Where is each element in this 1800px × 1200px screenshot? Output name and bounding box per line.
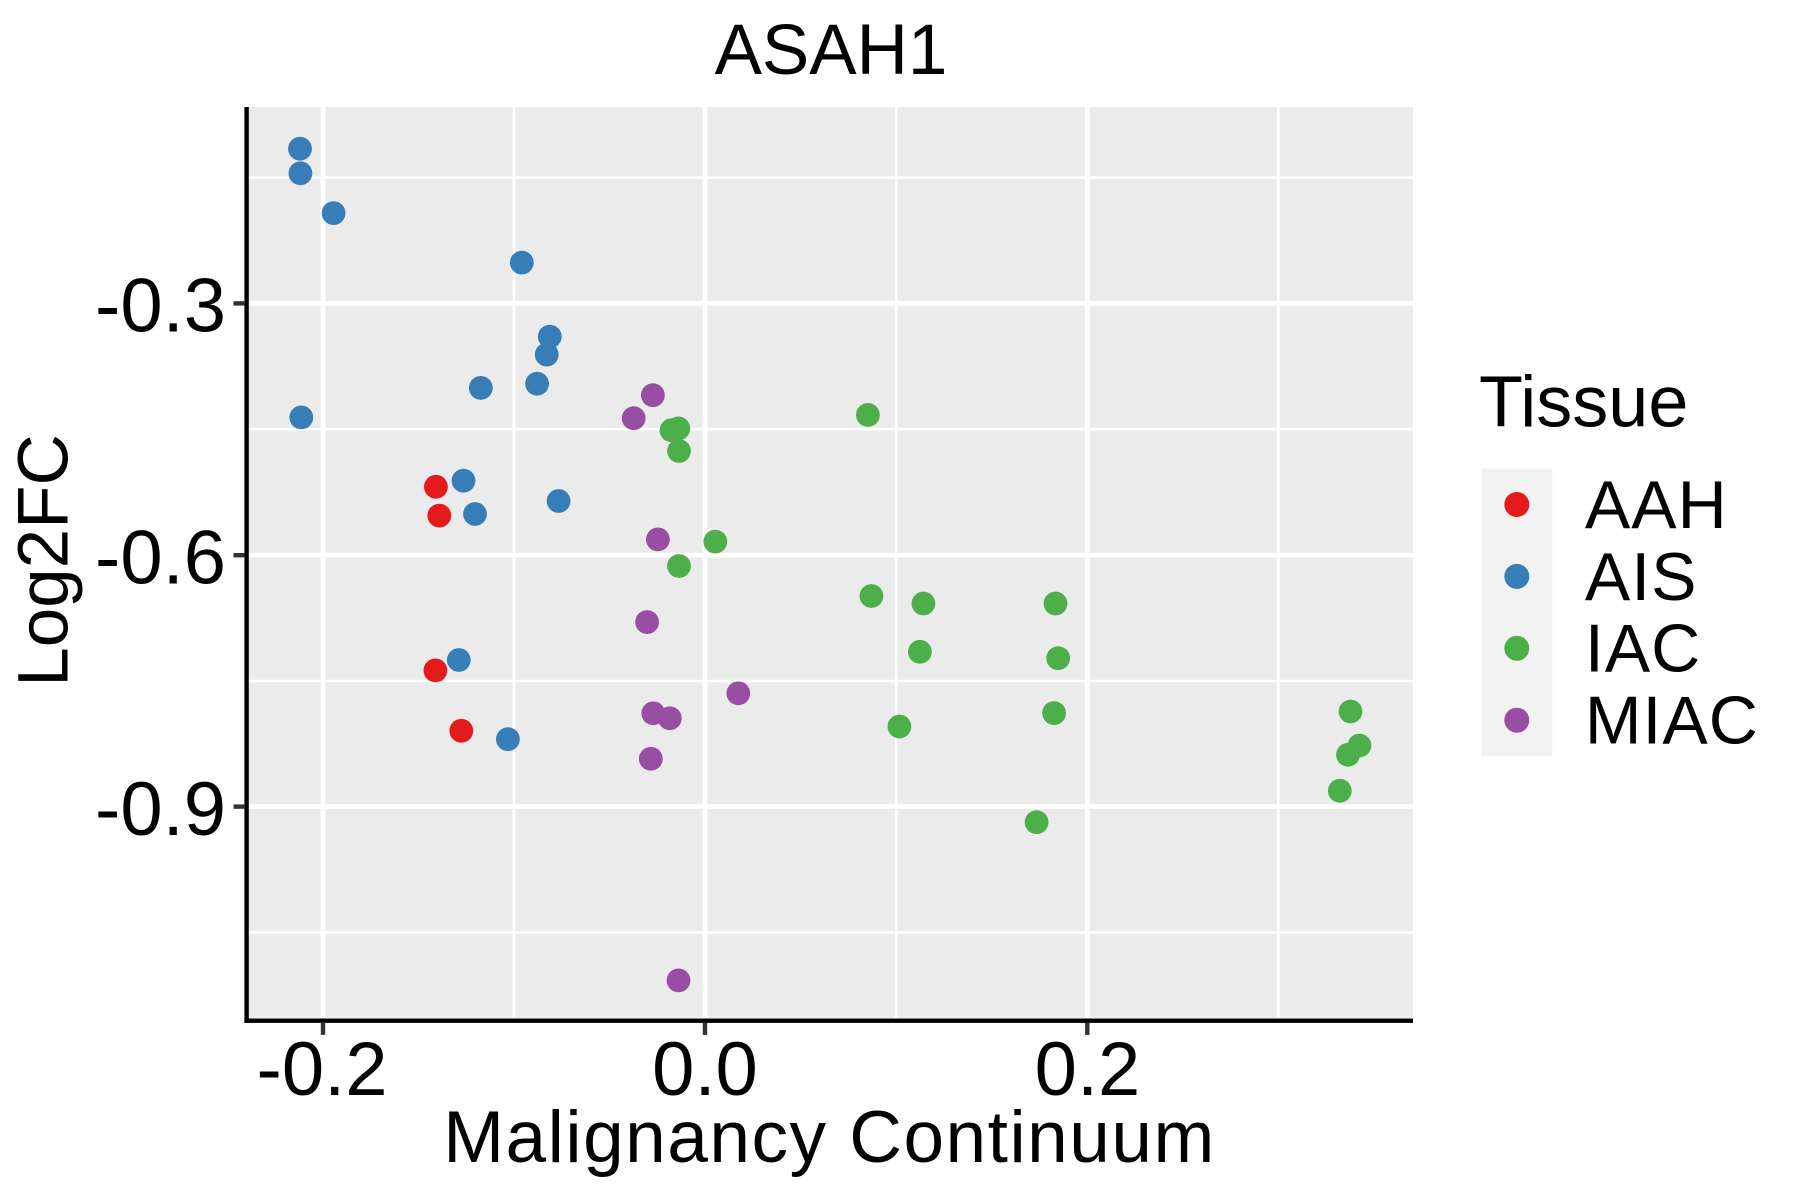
svg-text:MIAC: MIAC xyxy=(1585,683,1759,759)
svg-text:ASAH1: ASAH1 xyxy=(715,11,948,90)
svg-text:0.0: 0.0 xyxy=(652,1027,758,1112)
svg-text:-0.9: -0.9 xyxy=(95,767,226,852)
svg-text:Malignancy Continuum: Malignancy Continuum xyxy=(443,1097,1216,1178)
svg-text:-0.2: -0.2 xyxy=(257,1027,388,1112)
svg-text:0.2: 0.2 xyxy=(1035,1027,1141,1112)
svg-text:-0.6: -0.6 xyxy=(95,516,226,601)
svg-text:AAH: AAH xyxy=(1585,467,1728,543)
svg-text:Tissue: Tissue xyxy=(1479,363,1688,443)
svg-text:AIS: AIS xyxy=(1585,539,1698,615)
svg-text:Log2FC: Log2FC xyxy=(5,434,84,687)
svg-text:IAC: IAC xyxy=(1585,611,1701,687)
svg-text:-0.3: -0.3 xyxy=(95,264,226,349)
